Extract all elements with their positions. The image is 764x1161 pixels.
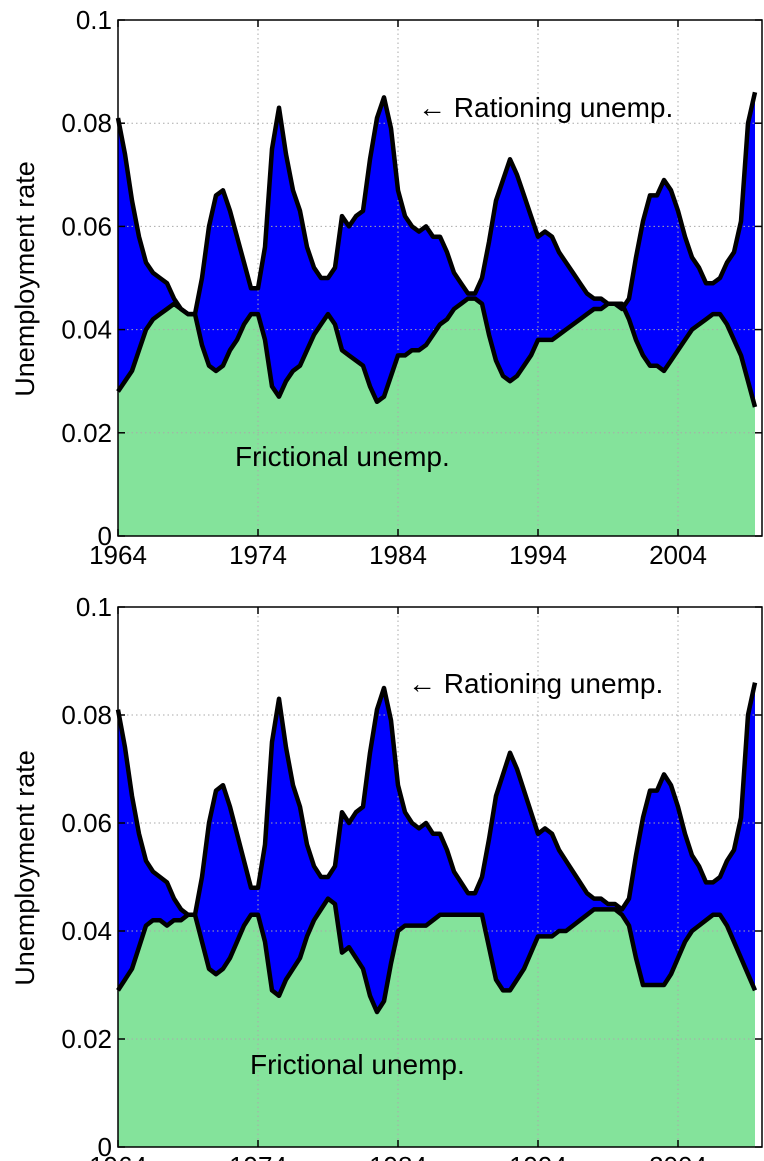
x-tick-label: 1994 (509, 540, 567, 570)
rationing-area (118, 92, 755, 407)
panel-2: 0 0.02 0.04 0.06 0.08 0.1 1964 1974 1984 1994 2004… (10, 592, 763, 1161)
plot-frame (117, 606, 763, 1148)
x-tick-label: 1994 (509, 1151, 567, 1161)
y-tick-label: 0.08 (61, 108, 112, 138)
x-tick-label: 1974 (229, 1151, 287, 1161)
x-tick-label: 1974 (229, 540, 287, 570)
y-tick-label: 0.06 (61, 211, 112, 241)
x-tick-label: 1964 (89, 1151, 147, 1161)
y-axis-label: Unemployment rate (10, 161, 40, 397)
y-tick-label: 0.04 (61, 916, 112, 946)
x-tick-label: 2004 (649, 540, 707, 570)
y-tick-label: 0 (98, 1132, 112, 1161)
plot-frame (117, 19, 763, 537)
y-tick-label: 0.1 (76, 5, 112, 35)
frictional-area (118, 898, 755, 1147)
frictional-boundary-line (116, 896, 758, 1015)
x-tick-label: 2004 (649, 1151, 707, 1161)
y-tick-label: 0.04 (61, 315, 112, 345)
rationing-area (118, 682, 755, 1012)
y-tick-label: 0.08 (61, 700, 112, 730)
frictional-area (118, 298, 755, 536)
y-axis-label: Unemployment rate (10, 750, 40, 986)
total-unemployment-line (115, 682, 758, 918)
panel-1: 0 0.02 0.04 0.06 0.08 0.1 1964 1974 1984 1994 2004… (10, 5, 763, 570)
rationing-annotation: ← Rationing unemp. (408, 668, 663, 699)
x-tick-label: 1984 (369, 1151, 427, 1161)
y-tick-label: 0 (98, 521, 112, 551)
x-tick-label: 1964 (89, 540, 147, 570)
frictional-annotation: Frictional unemp. (250, 1049, 465, 1080)
x-tick-label: 1984 (369, 540, 427, 570)
y-tick-label: 0.02 (61, 418, 112, 448)
y-tick-label: 0.06 (61, 808, 112, 838)
frictional-boundary-line (116, 296, 758, 408)
rationing-annotation: ← Rationing unemp. (418, 92, 673, 123)
frictional-annotation: Frictional unemp. (235, 441, 450, 472)
y-tick-label: 0.02 (61, 1024, 112, 1054)
total-unemployment-line (115, 91, 758, 317)
y-tick-label: 0.1 (76, 592, 112, 622)
